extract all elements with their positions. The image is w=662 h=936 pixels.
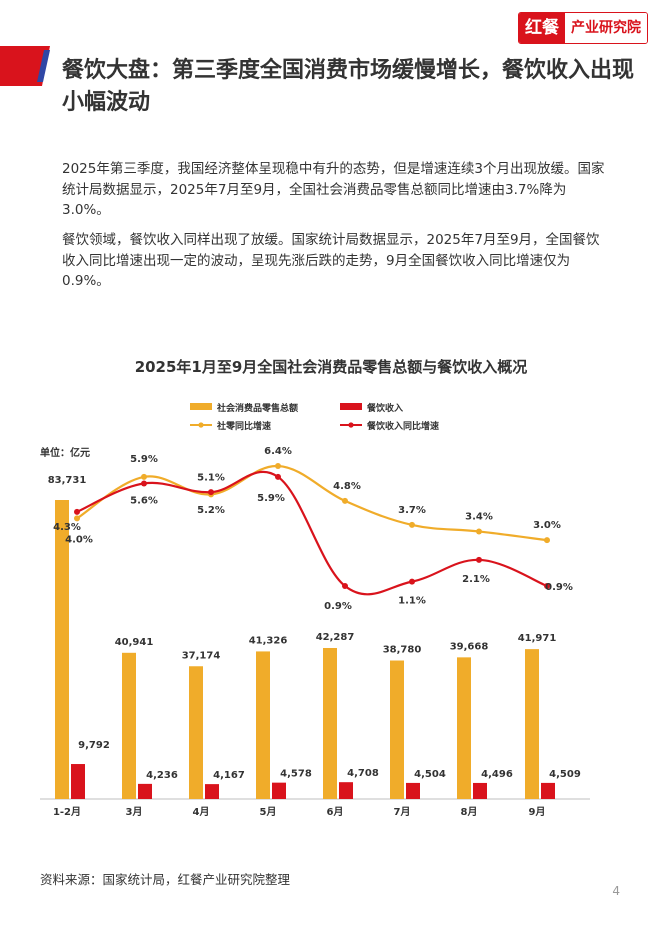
- chart-title: 2025年1月至9月全国社会消费品零售总额与餐饮收入概况: [134, 358, 528, 376]
- bar-catering-revenue-label: 4,496: [481, 769, 513, 780]
- label-retail-growth: 4.8%: [333, 481, 361, 492]
- bar-catering-revenue: [406, 782, 420, 799]
- bar-catering-revenue-label: 4,708: [347, 768, 379, 779]
- brand-logo: 红餐 产业研究院: [518, 12, 648, 44]
- brand-name: 产业研究院: [565, 13, 647, 43]
- bar-catering-revenue: [473, 782, 487, 799]
- bar-catering-revenue: [541, 782, 555, 799]
- label-catering-growth: 2.1%: [462, 574, 490, 585]
- label-retail-growth: 5.9%: [130, 454, 158, 465]
- bar-retail-total: [390, 660, 404, 799]
- bar-retail-total: [457, 657, 471, 799]
- label-catering-growth: 5.9%: [257, 493, 285, 504]
- bar-retail-total-label: 42,287: [316, 632, 355, 643]
- intro-paragraph: 2025年第三季度，我国经济整体呈现稳中有升的态势，但是增速连续3个月出现放缓。…: [62, 161, 605, 218]
- point-catering-growth: [476, 556, 482, 563]
- point-catering-growth: [74, 508, 80, 515]
- x-tick-label: 5月: [260, 806, 277, 818]
- bar-catering-revenue-label: 9,792: [78, 740, 110, 751]
- label-catering-growth: 0.9%: [545, 582, 573, 593]
- bar-retail-total: [323, 647, 337, 799]
- point-retail-growth: [342, 497, 348, 504]
- bar-catering-revenue: [339, 782, 353, 799]
- point-retail-growth: [141, 473, 147, 480]
- legend-retail-growth-marker: [198, 422, 204, 428]
- bar-catering-revenue: [71, 764, 85, 799]
- x-tick-label: 9月: [529, 806, 546, 818]
- bar-retail-total-label: 40,941: [115, 637, 154, 648]
- brand-mark: 红餐: [519, 13, 565, 43]
- page-number: 4: [612, 884, 620, 898]
- point-retail-growth: [476, 528, 482, 535]
- bar-catering-revenue-label: 4,236: [146, 770, 178, 781]
- bar-retail-total-label: 83,731: [48, 475, 87, 486]
- bar-retail-total: [525, 649, 539, 799]
- bar-retail-total-label: 41,971: [518, 633, 557, 644]
- bar-retail-total-label: 41,326: [249, 635, 288, 646]
- legend-catering-growth-label: 餐饮收入同比增速: [366, 420, 439, 432]
- label-retail-growth: 3.4%: [465, 511, 493, 522]
- x-tick-label: 8月: [461, 806, 478, 818]
- label-retail-growth: 4.0%: [65, 534, 93, 545]
- label-retail-growth: 3.0%: [533, 520, 561, 531]
- label-catering-growth: 5.2%: [197, 505, 225, 516]
- bar-catering-revenue-label: 4,509: [549, 769, 581, 780]
- bar-retail-total-label: 39,668: [450, 641, 489, 652]
- bar-retail-total: [189, 666, 203, 799]
- label-catering-growth: 5.6%: [130, 495, 158, 506]
- bar-retail-total: [55, 500, 69, 799]
- line-catering-growth: [76, 470, 548, 596]
- label-retail-growth: 3.7%: [398, 505, 426, 516]
- legend-retail-total-swatch: [190, 403, 212, 410]
- bar-catering-revenue-label: 4,578: [280, 769, 312, 780]
- point-catering-growth: [409, 578, 415, 585]
- point-retail-growth: [74, 515, 80, 522]
- point-catering-growth: [275, 473, 281, 480]
- bar-catering-revenue-label: 4,167: [213, 770, 245, 781]
- legend-retail-total-label: 社会消费品零售总额: [216, 402, 298, 414]
- bar-retail-total-label: 38,780: [383, 645, 422, 656]
- bar-retail-total-label: 37,174: [182, 650, 221, 661]
- point-retail-growth: [275, 463, 281, 469]
- label-retail-growth: 6.4%: [264, 446, 292, 457]
- bar-retail-total: [122, 652, 136, 799]
- x-tick-label: 6月: [327, 806, 344, 818]
- point-retail-growth: [544, 537, 550, 544]
- page-title: 餐饮大盘：第三季度全国消费市场缓慢增长，餐饮收入出现小幅波动: [62, 58, 635, 115]
- x-tick-label: 3月: [126, 806, 143, 818]
- point-catering-growth: [141, 480, 147, 487]
- bar-catering-revenue: [205, 784, 219, 799]
- bar-retail-total: [256, 651, 270, 799]
- x-tick-label: 1-2月: [53, 806, 81, 818]
- point-catering-growth: [342, 583, 348, 589]
- point-catering-growth: [208, 489, 214, 496]
- x-tick-label: 4月: [193, 806, 210, 818]
- legend-catering-growth-marker: [348, 422, 354, 428]
- title-accent-bar: [0, 46, 50, 86]
- legend-retail-growth-label: 社零同比增速: [216, 420, 271, 432]
- x-tick-label: 7月: [394, 806, 411, 818]
- bar-catering-revenue: [138, 783, 152, 799]
- point-retail-growth: [409, 521, 415, 528]
- unit-label: 单位：亿元: [40, 446, 90, 459]
- bar-catering-revenue: [272, 782, 286, 799]
- label-retail-growth: 5.1%: [197, 472, 225, 483]
- catering-paragraph: 餐饮领域，餐饮收入同样出现了放缓。国家统计局数据显示，2025年7月至9月，全国…: [62, 232, 600, 289]
- label-catering-growth: 1.1%: [398, 596, 426, 607]
- legend-catering-revenue-swatch: [340, 403, 362, 410]
- source-note: 资料来源：国家统计局，红餐产业研究院整理: [40, 872, 291, 887]
- label-catering-growth: 4.3%: [53, 522, 81, 533]
- label-catering-growth: 0.9%: [324, 601, 352, 612]
- bar-catering-revenue-label: 4,504: [414, 769, 446, 780]
- point-catering-growth: [544, 583, 550, 589]
- legend-catering-revenue-label: 餐饮收入: [366, 402, 403, 414]
